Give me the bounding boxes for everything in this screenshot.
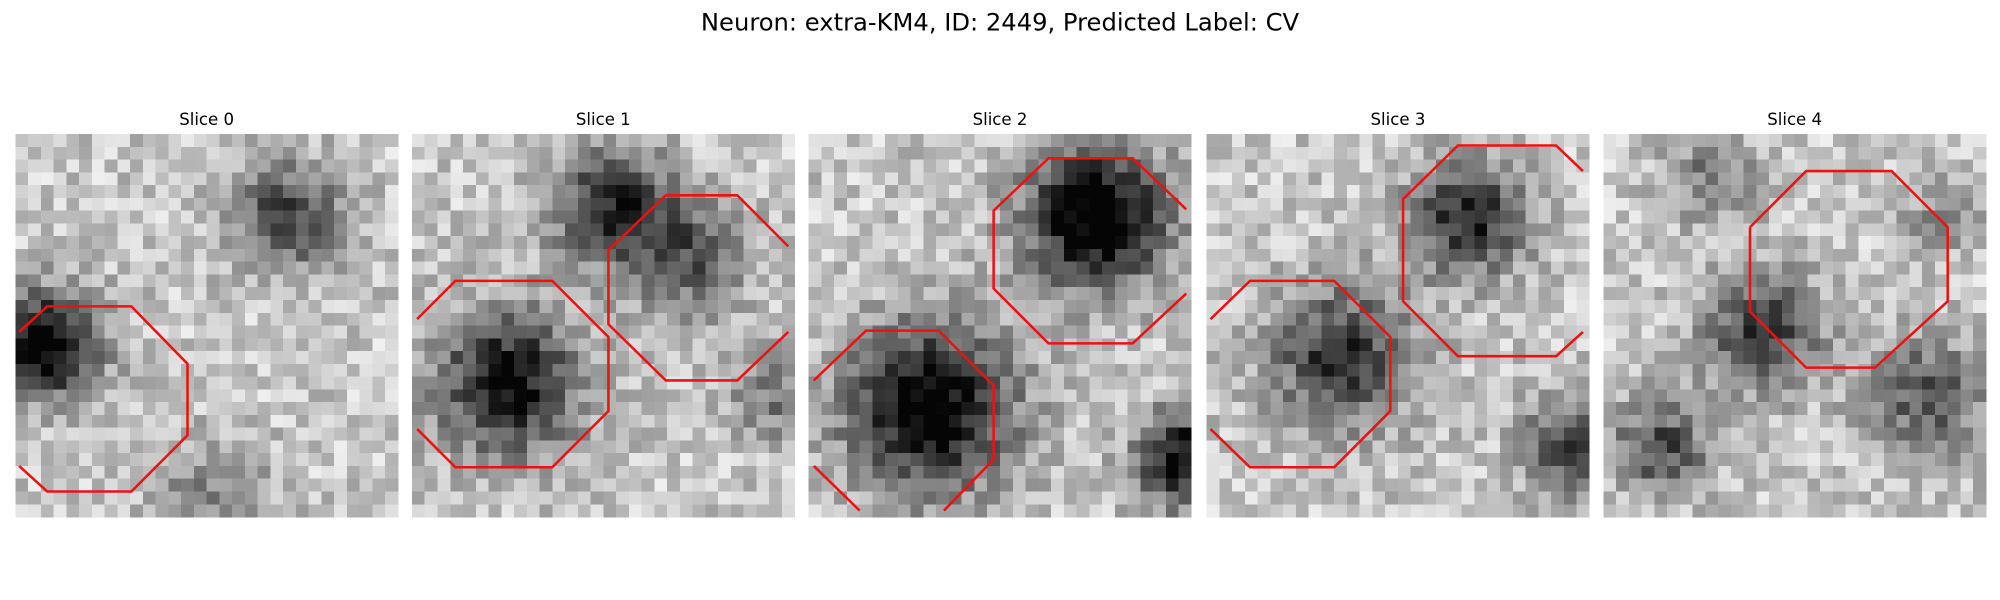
slice-image — [15, 134, 399, 518]
slice-image — [411, 134, 796, 518]
slice-image — [1603, 134, 1987, 518]
roi-outline — [1209, 279, 1392, 469]
roi-outline — [812, 329, 995, 512]
slice-image — [808, 134, 1192, 518]
figure-title: Neuron: extra-KM4, ID: 2449, Predicted L… — [701, 8, 1300, 37]
panel-title: Slice 2 — [973, 110, 1028, 129]
image-panel: Slice 4 — [1603, 110, 1987, 518]
slice-image — [1206, 134, 1590, 518]
roi-outline — [1401, 144, 1584, 358]
image-panel: Slice 3 — [1206, 110, 1590, 518]
image-panel: Slice 1 — [411, 110, 796, 518]
roi-outline — [18, 305, 189, 493]
panel-title: Slice 4 — [1767, 110, 1822, 129]
panel-title: Slice 0 — [179, 110, 234, 129]
panel-title: Slice 1 — [576, 110, 631, 129]
roi-outline — [416, 279, 610, 469]
roi-outline — [1748, 169, 1949, 369]
overlays — [18, 144, 1949, 512]
roi-outline — [607, 194, 790, 382]
image-panel: Slice 2 — [808, 110, 1192, 518]
image-panel: Slice 0 — [15, 110, 399, 518]
panel-title: Slice 3 — [1371, 110, 1426, 129]
roi-outline — [992, 157, 1188, 345]
roi-outline — [812, 465, 861, 512]
panels: Slice 0 Slice 1 Slice 2 Slice 3 Slice 4 — [15, 110, 1987, 518]
